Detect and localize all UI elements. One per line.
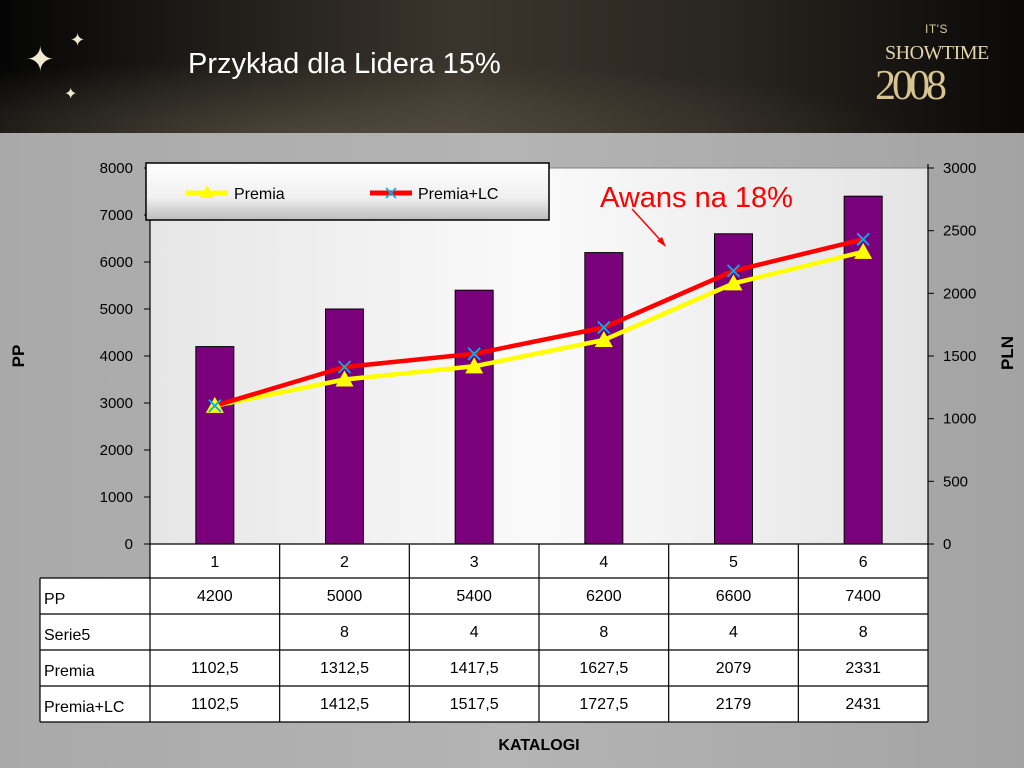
table-cell: 7400 [845,588,881,605]
data-table: 1 2 3 4 5 6 PP 4200 5000 5400 6200 6600 7400 Serie5 8 4… [39,543,929,723]
legend-premia-label: Premia [234,186,285,203]
table-cell: 1412,5 [320,696,369,713]
table-cell: 4200 [197,588,233,605]
right-axis: 0 500 1000 1500 2000 2500 3000 [927,160,976,553]
bar-pp-3 [454,289,494,545]
legend: Premia Premia+LC [145,162,550,221]
table-cell: 5000 [327,588,363,605]
point-premialc-6 [856,232,870,246]
legend-premia-triangle-icon [200,185,214,198]
left-tick-label: 0 [125,536,133,553]
left-tick-label: 7000 [100,207,133,224]
right-axis-label: PLN [998,336,1017,370]
logo-line2: SHOWTIME [885,42,989,64]
table-cell: 1627,5 [579,660,628,677]
left-tick-label: 4000 [100,348,133,365]
sparkle-star-icon: ✦ [64,86,78,103]
left-axis-label: PP [9,345,28,368]
right-tick-label: 3000 [943,160,976,177]
annotation-text: Awans na 18% [600,182,793,214]
category-label: 6 [859,554,868,571]
table-cell: 8 [859,624,868,641]
point-premialc-2 [337,360,352,374]
slide-header: ✦ ✦ ✦ Przykład dla Lidera 15% IT'S SHOWT… [0,0,1024,133]
right-tick-label: 1000 [943,411,976,428]
table-row-label: Premia+LC [44,699,124,716]
table-cell: 8 [340,624,349,641]
line-premia [214,249,864,409]
table-cell: 2079 [716,660,752,677]
sparkle-star-icon: ✦ [70,30,86,50]
right-tick-label: 500 [943,473,968,490]
point-premialc-4 [597,320,611,335]
point-premia-6 [854,242,873,259]
table-cell: 1312,5 [320,660,369,677]
bar-pp-4 [584,252,624,545]
category-label: 5 [729,554,738,571]
table-cell: 1102,5 [191,696,239,713]
line-premialc [214,237,864,408]
left-axis: 0 1000 2000 3000 4000 5000 6000 7000 8000 [100,160,151,553]
table-cell: 1517,5 [450,696,499,713]
right-tick-label: 2000 [943,285,976,302]
right-tick-label: 2500 [943,223,976,240]
point-premia-5 [724,274,743,291]
point-premialc-5 [726,264,741,278]
table-row-label: Premia [44,663,95,680]
table-cell: 6200 [586,588,622,605]
right-tick-label: 0 [943,536,951,553]
right-tick-label: 1500 [943,348,976,365]
logo-line3: 2008 [875,63,947,109]
table-cell: 4 [729,624,738,641]
point-premialc-1 [208,399,222,413]
point-premia-2 [335,370,354,387]
table-cell: 2331 [845,660,881,677]
point-premia-3 [465,357,484,374]
table-cell: 8 [599,624,608,641]
legend-premialc-x-icon [385,187,397,199]
table-cell: 2431 [845,696,881,713]
table-cell: 1102,5 [191,660,239,677]
category-label: 1 [210,554,219,571]
table-cell: 4 [470,624,479,641]
table-cell: 1727,5 [579,696,628,713]
slide-title: Przykład dla Lidera 15% [188,48,501,80]
category-label: 3 [470,554,479,571]
sparkle-star-icon: ✦ [26,41,55,79]
point-premialc-3 [467,347,481,361]
table-row-label: Serie5 [44,627,90,644]
bar-pp-5 [714,233,753,545]
logo-line1: IT'S [925,22,948,36]
left-tick-label: 6000 [100,254,133,271]
left-tick-label: 5000 [100,301,133,318]
legend-premialc-label: Premia+LC [418,186,498,203]
category-label: 4 [599,554,608,571]
lines-layer [205,232,873,413]
left-tick-label: 8000 [100,160,133,177]
left-tick-label: 3000 [100,395,133,412]
table-cell: 2179 [716,696,752,713]
table-cell: 6600 [716,588,752,605]
bars-layer [195,195,883,545]
plot-area [149,167,929,545]
left-tick-label: 1000 [100,489,133,506]
table-cell: 1417,5 [450,660,499,677]
bar-pp-2 [325,308,364,545]
bar-pp-1 [195,346,235,545]
table-row-label: PP [44,591,65,608]
left-tick-label: 2000 [100,442,133,459]
annotation-arrowhead [657,237,666,247]
category-label: 2 [340,554,349,571]
point-premia-4 [594,331,613,348]
table-cell: 5400 [456,588,492,605]
annotation-arrow [631,208,664,244]
x-axis-label: KATALOGI [498,737,579,754]
